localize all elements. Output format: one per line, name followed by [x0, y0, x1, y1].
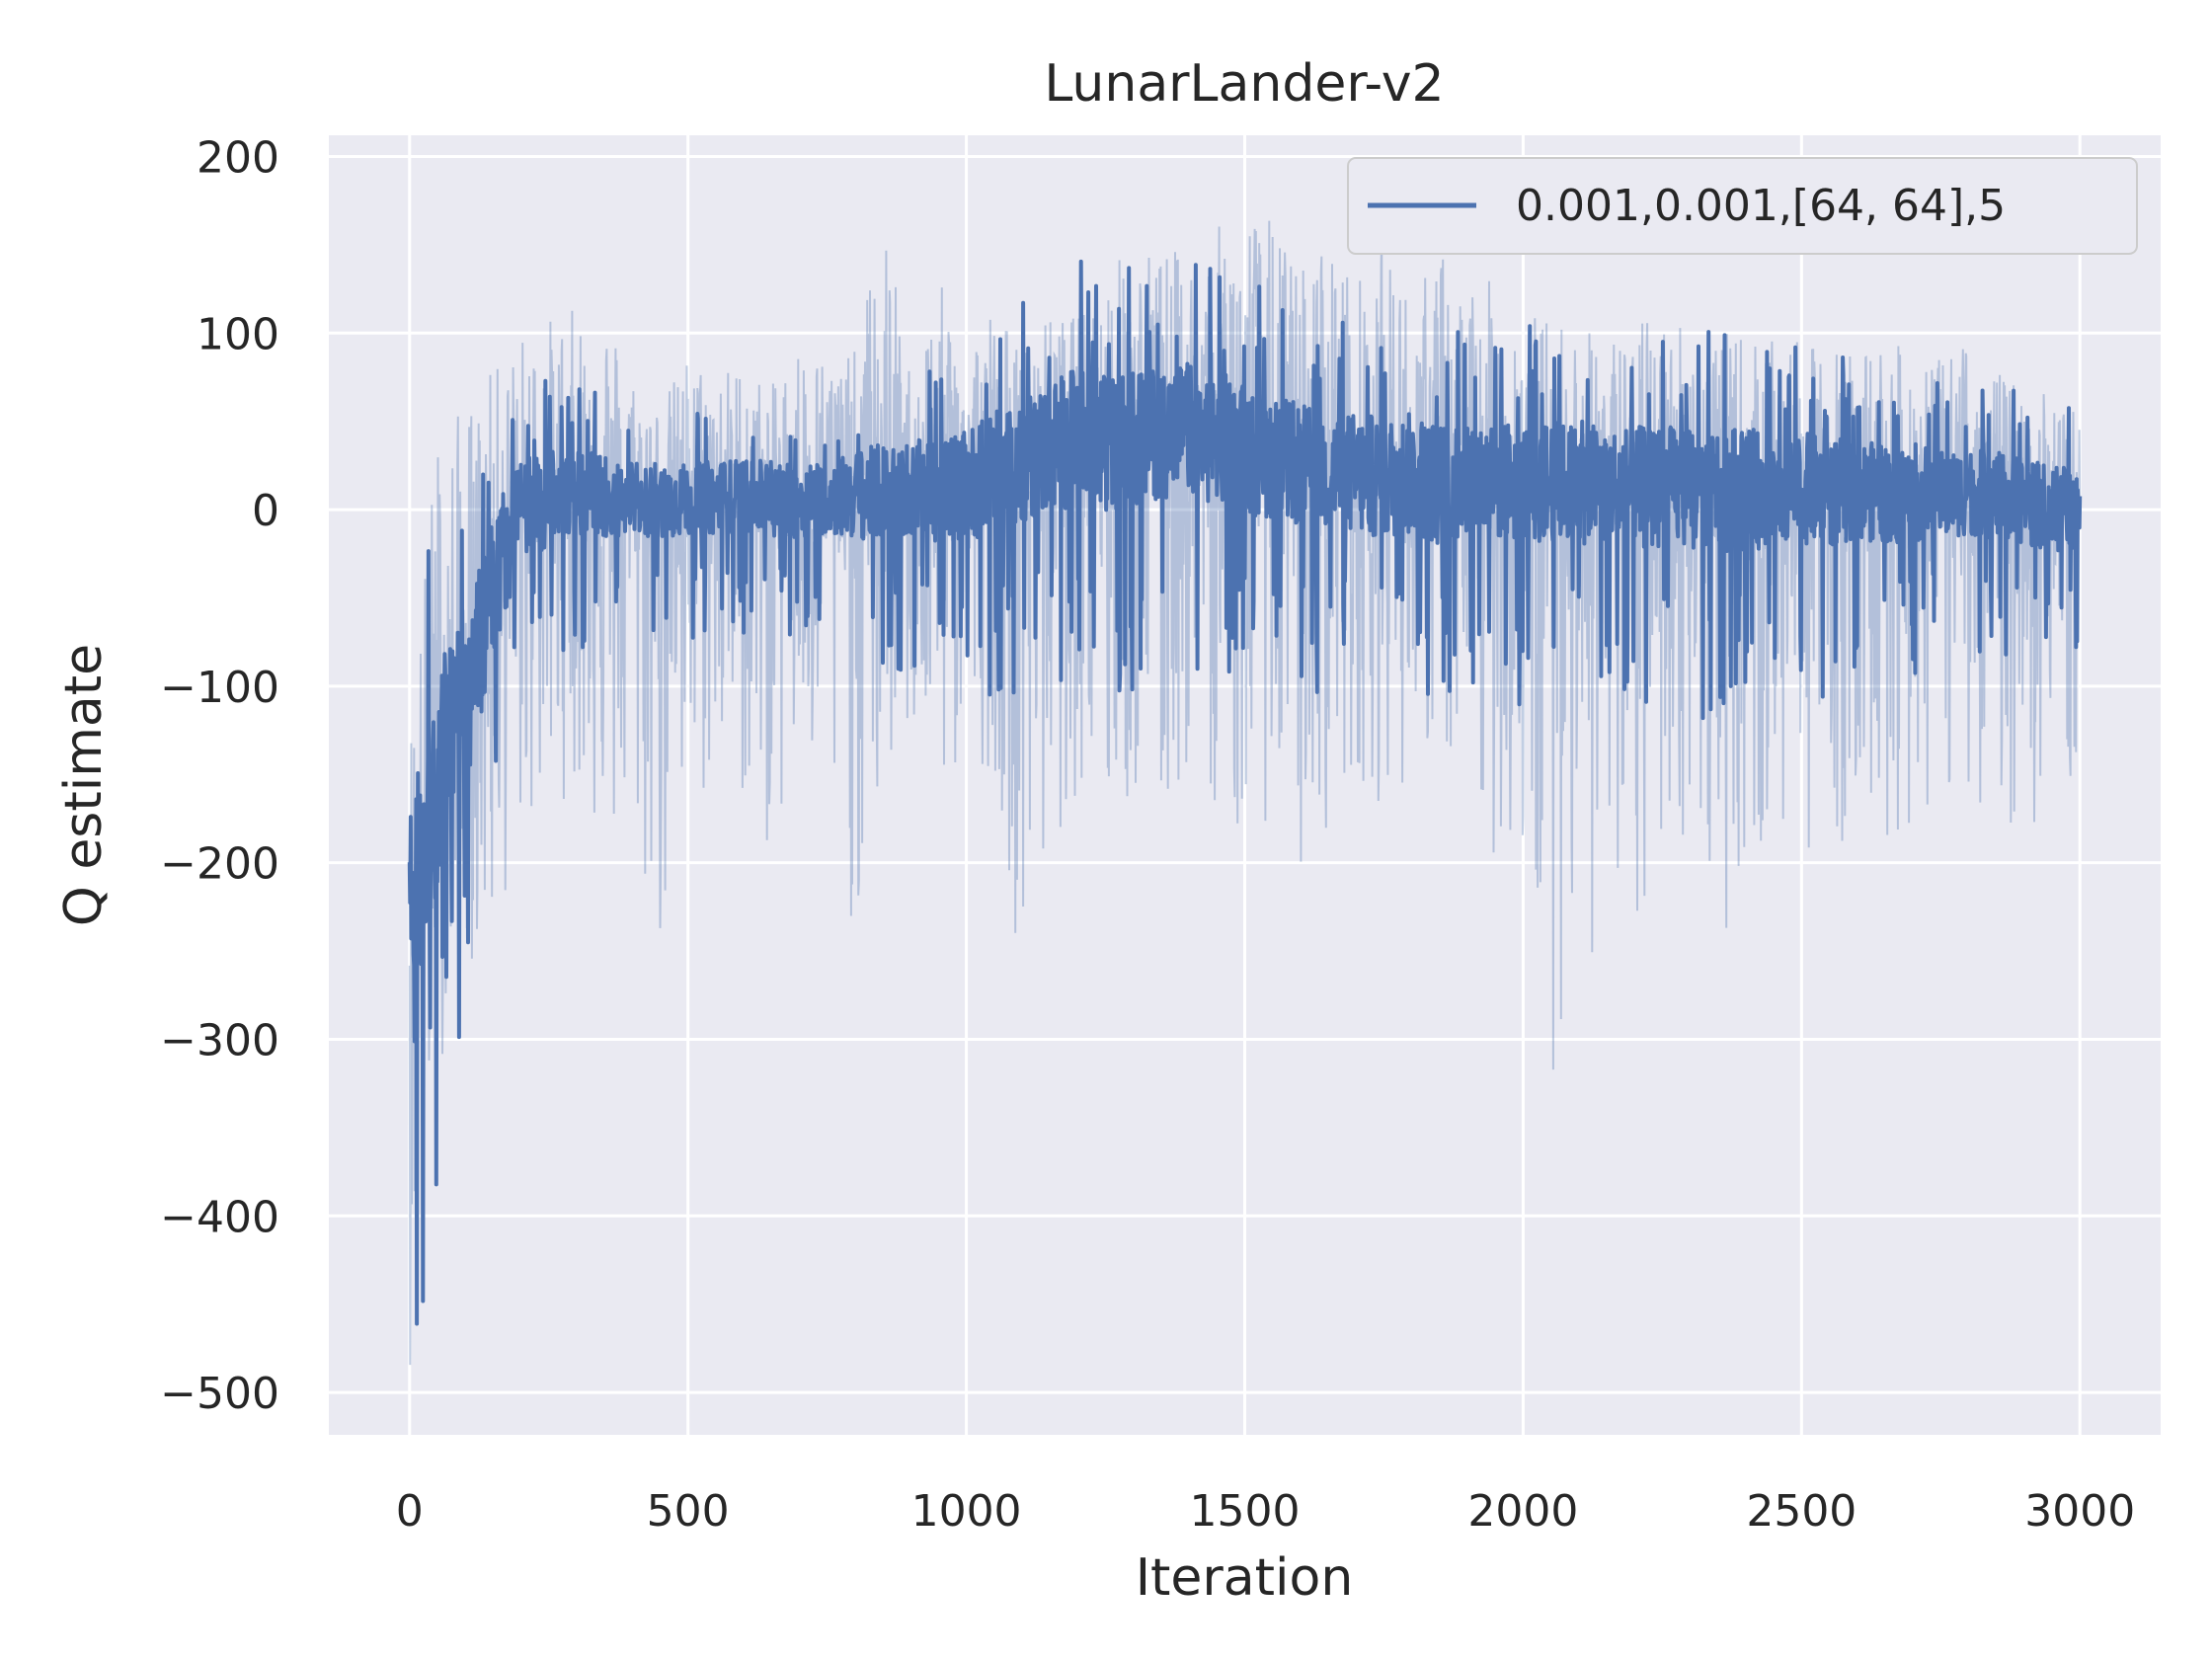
- legend: 0.001,0.001,[64, 64],5: [1347, 157, 2138, 255]
- y-tick-label: −100: [160, 663, 279, 713]
- x-tick-labels: 0 500 1000 1500 2000 2500 3000: [396, 1486, 2135, 1537]
- y-tick-label: 100: [197, 309, 279, 359]
- x-tick-label: 1000: [911, 1486, 1022, 1537]
- y-tick-label: −500: [160, 1369, 279, 1419]
- y-tick-label: 200: [197, 132, 279, 183]
- y-tick-labels: 200 100 0 −100 −200 −300 −400 −500: [160, 132, 279, 1419]
- x-axis-label: Iteration: [1136, 1548, 1354, 1608]
- y-axis-label: Q estimate: [54, 644, 114, 926]
- x-tick-label: 2000: [1467, 1486, 1578, 1537]
- x-tick-label: 2500: [1746, 1486, 1856, 1537]
- series-line-layer: [407, 259, 2083, 1326]
- series-line: [407, 259, 2083, 1326]
- legend-label: 0.001,0.001,[64, 64],5: [1516, 181, 2006, 231]
- chart-title: LunarLander-v2: [1044, 54, 1444, 114]
- legend-box: [1347, 157, 2138, 255]
- y-tick-label: 0: [252, 486, 279, 536]
- y-tick-label: −400: [160, 1192, 279, 1242]
- x-tick-label: 1500: [1190, 1486, 1301, 1537]
- x-tick-label: 500: [647, 1486, 730, 1537]
- x-tick-label: 0: [396, 1486, 424, 1537]
- y-tick-label: −300: [160, 1015, 279, 1066]
- y-tick-label: −200: [160, 839, 279, 890]
- x-tick-label: 3000: [2024, 1486, 2135, 1537]
